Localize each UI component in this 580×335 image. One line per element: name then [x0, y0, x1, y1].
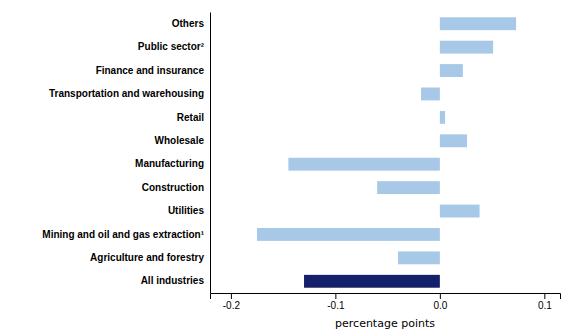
y-tick: Wholesale — [155, 135, 205, 146]
y-tick-label: Others — [172, 18, 205, 29]
y-tick-label: All industries — [141, 275, 205, 286]
y-tick: Construction — [142, 182, 204, 193]
y-tick-label: Transportation and warehousing — [49, 88, 204, 99]
bar — [440, 205, 480, 218]
bars — [257, 17, 516, 287]
y-tick-label: Public sector² — [138, 41, 205, 52]
bar — [398, 251, 440, 264]
x-tick-mark — [231, 293, 232, 299]
y-tick-label: Utilities — [168, 205, 205, 216]
x-tick-label: 0.0 — [433, 300, 447, 311]
y-axis: Others Public sector² Finance and insuranc… — [42, 13, 210, 294]
x-tick-mark — [440, 293, 441, 299]
y-tick: Finance and insurance — [96, 65, 205, 76]
bar — [440, 41, 493, 54]
bar — [440, 134, 467, 147]
x-tick: 0.0 — [433, 293, 447, 311]
x-tick: -0.2 — [223, 293, 241, 311]
bar — [377, 181, 440, 194]
y-tick: Mining and oil and gas extraction¹ — [42, 229, 204, 240]
chart: -0.2 -0.1 0.0 0.1 Others Public sector² Financ… — [0, 0, 580, 335]
x-tick-label: -0.2 — [223, 300, 241, 311]
bar — [288, 158, 439, 171]
y-tick-label: Mining and oil and gas extraction¹ — [42, 229, 204, 240]
y-tick-label: Manufacturing — [135, 158, 204, 169]
y-axis-line — [210, 13, 211, 294]
plot: -0.2 -0.1 0.0 0.1 Others Public sector² Financ… — [42, 13, 560, 331]
y-tick: Agriculture and forestry — [90, 252, 204, 263]
x-tick: 0.1 — [538, 293, 552, 311]
y-tick: Public sector² — [138, 41, 205, 52]
y-tick-label: Finance and insurance — [96, 65, 205, 76]
y-tick-label: Agriculture and forestry — [90, 252, 204, 263]
y-tick-label: Construction — [142, 182, 204, 193]
y-tick: Utilities — [168, 205, 205, 216]
bar — [440, 111, 445, 124]
y-tick: All industries — [141, 275, 205, 286]
y-tick: Others — [172, 18, 205, 29]
x-tick-label: 0.1 — [538, 300, 552, 311]
y-tick: Manufacturing — [135, 158, 204, 169]
x-tick-mark — [544, 293, 545, 299]
y-tick-label: Wholesale — [155, 135, 205, 146]
x-axis-title: percentage points — [335, 317, 435, 330]
y-tick: Retail — [177, 112, 204, 123]
x-tick-label: -0.1 — [327, 300, 345, 311]
bar — [257, 228, 440, 241]
bar — [440, 17, 516, 30]
bar — [421, 88, 440, 101]
x-tick-mark — [335, 293, 336, 299]
bar — [440, 64, 463, 77]
y-tick-label: Retail — [177, 112, 204, 123]
x-axis-line — [211, 294, 561, 300]
bar — [304, 275, 440, 288]
y-tick: Transportation and warehousing — [49, 88, 204, 99]
x-tick: -0.1 — [327, 293, 345, 311]
x-axis: -0.2 -0.1 0.0 0.1 — [211, 293, 561, 311]
